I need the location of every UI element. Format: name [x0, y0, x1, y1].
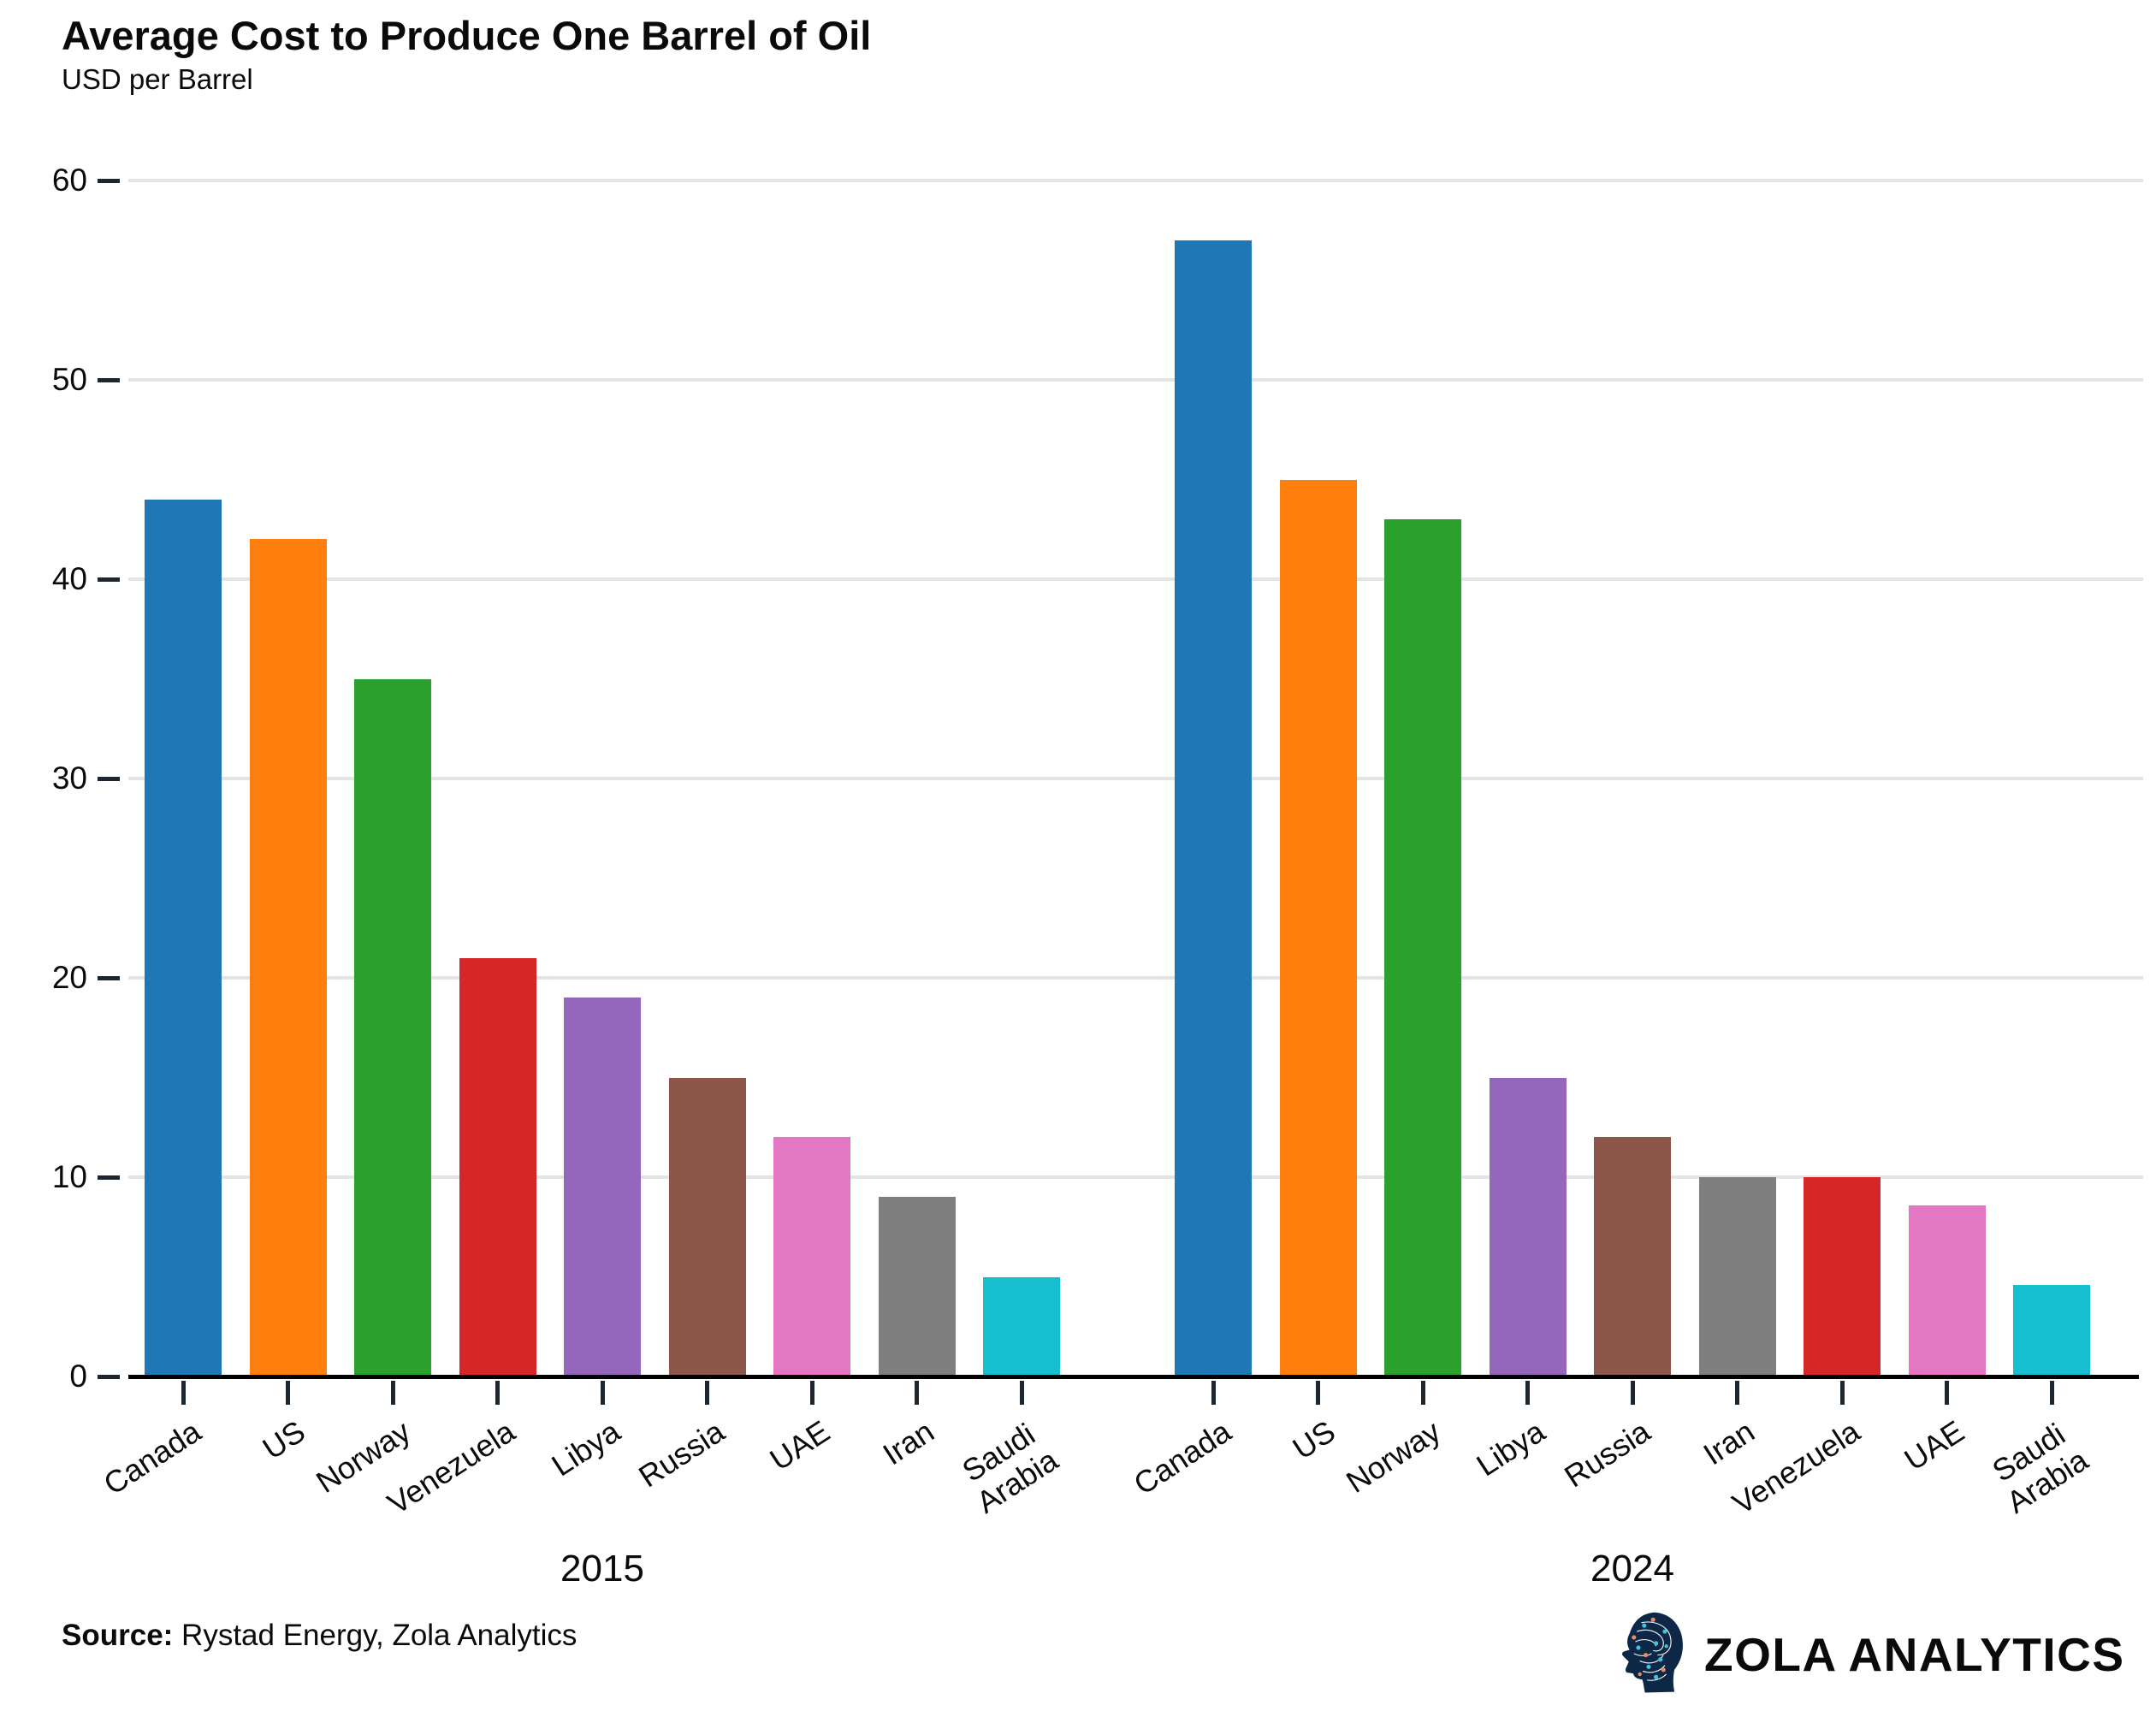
- circuit-dots-cyan: [1636, 1623, 1668, 1679]
- x-cat-label-canada: Canada: [97, 1413, 207, 1502]
- bar-uae-2015: [773, 1137, 850, 1376]
- group-label-2015: 2015: [560, 1548, 644, 1590]
- x-cat-label-canada: Canada: [1127, 1413, 1237, 1502]
- gridline-20: [128, 976, 2143, 980]
- y-tick-label-0: 0: [69, 1359, 87, 1394]
- x-cat-label-norway: Norway: [1340, 1413, 1447, 1501]
- x-tick-0-1: [286, 1381, 290, 1405]
- gridline-10: [128, 1175, 2143, 1179]
- gridline-40: [128, 577, 2143, 581]
- bar-saudi-arabia-2024: [2013, 1284, 2090, 1376]
- x-tick-0-5: [705, 1381, 709, 1405]
- x-cat-label-libya: Libya: [1470, 1413, 1552, 1483]
- y-tick-0: [98, 1374, 120, 1379]
- x-cat-label-russia: Russia: [1558, 1413, 1656, 1495]
- x-tick-1-6: [1839, 1381, 1845, 1405]
- x-cat-label-saudi-arabia: Saudi Arabia: [1986, 1416, 2094, 1520]
- gridline-30: [128, 777, 2143, 780]
- bar-venezuela-2024: [1804, 1177, 1881, 1376]
- zola-head-icon: [1622, 1612, 1683, 1693]
- x-tick-1-0: [1211, 1381, 1216, 1405]
- source-label: Source:: [62, 1619, 174, 1652]
- bar-uae-2024: [1908, 1205, 1986, 1376]
- x-tick-0-7: [915, 1381, 919, 1405]
- x-cat-label-libya: Libya: [545, 1413, 626, 1483]
- source-text: Rystad Energy, Zola Analytics: [173, 1619, 578, 1652]
- x-cat-label-iran: Iran: [1697, 1413, 1762, 1472]
- page-title: Average Cost to Produce One Barrel of Oi…: [62, 13, 872, 58]
- bar-libya-2024: [1489, 1077, 1567, 1376]
- x-tick-0-0: [181, 1381, 186, 1405]
- bar-venezuela-2015: [459, 957, 536, 1376]
- y-tick-30: [98, 776, 120, 781]
- x-tick-0-2: [390, 1381, 395, 1405]
- gridline-60: [128, 179, 2143, 182]
- x-tick-0-8: [1019, 1381, 1024, 1405]
- y-tick-10: [98, 1175, 120, 1180]
- x-tick-1-8: [2049, 1381, 2054, 1405]
- x-tick-1-7: [1945, 1381, 1949, 1405]
- x-cat-label-russia: Russia: [632, 1413, 732, 1495]
- x-axis-line: [128, 1374, 2139, 1379]
- bar-us-2024: [1279, 479, 1357, 1376]
- x-tick-0-6: [809, 1381, 814, 1405]
- x-tick-1-2: [1420, 1381, 1425, 1405]
- x-cat-label-uae: UAE: [763, 1413, 836, 1477]
- gridline-50: [128, 378, 2143, 382]
- x-cat-label-uae: UAE: [1898, 1413, 1971, 1477]
- bar-russia-2015: [668, 1077, 746, 1376]
- circuit-dots-orange: [1632, 1617, 1666, 1677]
- bar-norway-2024: [1384, 519, 1461, 1376]
- bar-canada-2015: [145, 499, 222, 1376]
- brand-text: ZOLA ANALYTICS: [1704, 1628, 2125, 1681]
- y-tick-20: [98, 975, 120, 980]
- x-tick-0-3: [495, 1381, 500, 1405]
- y-tick-50: [98, 377, 120, 382]
- y-tick-60: [98, 178, 120, 183]
- bar-us-2015: [249, 539, 327, 1376]
- bar-saudi-arabia-2015: [983, 1276, 1060, 1376]
- x-cat-label-us: US: [1287, 1413, 1342, 1466]
- head-silhouette: [1622, 1612, 1683, 1693]
- group-label-2024: 2024: [1590, 1548, 1674, 1590]
- y-tick-label-10: 10: [51, 1159, 87, 1194]
- bar-iran-2024: [1698, 1177, 1776, 1376]
- x-tick-1-4: [1630, 1381, 1635, 1405]
- x-cat-label-iran: Iran: [876, 1413, 941, 1472]
- x-tick-1-1: [1316, 1381, 1320, 1405]
- bar-canada-2024: [1175, 240, 1252, 1376]
- source-line: Source: Rystad Energy, Zola Analytics: [62, 1619, 577, 1653]
- x-cat-label-us: US: [257, 1413, 312, 1466]
- y-tick-label-60: 60: [51, 163, 87, 198]
- y-tick-label-30: 30: [51, 761, 87, 796]
- x-tick-1-3: [1525, 1381, 1530, 1405]
- x-cat-label-saudi-arabia: Saudi Arabia: [956, 1416, 1064, 1520]
- bar-norway-2015: [354, 678, 431, 1376]
- bar-russia-2024: [1594, 1137, 1671, 1376]
- y-tick-40: [98, 577, 120, 582]
- page-subtitle: USD per Barrel: [62, 63, 253, 95]
- bar-libya-2015: [564, 998, 641, 1376]
- y-tick-label-20: 20: [51, 960, 87, 995]
- plot-area: 0 10 20 30 40 50 60 Canada US Norway Venezuela Liby…: [52, 163, 2143, 1590]
- y-tick-label-40: 40: [51, 561, 87, 596]
- bar-iran-2015: [878, 1197, 956, 1376]
- y-tick-label-50: 50: [51, 362, 87, 397]
- x-tick-0-4: [600, 1381, 605, 1405]
- x-tick-1-5: [1735, 1381, 1739, 1405]
